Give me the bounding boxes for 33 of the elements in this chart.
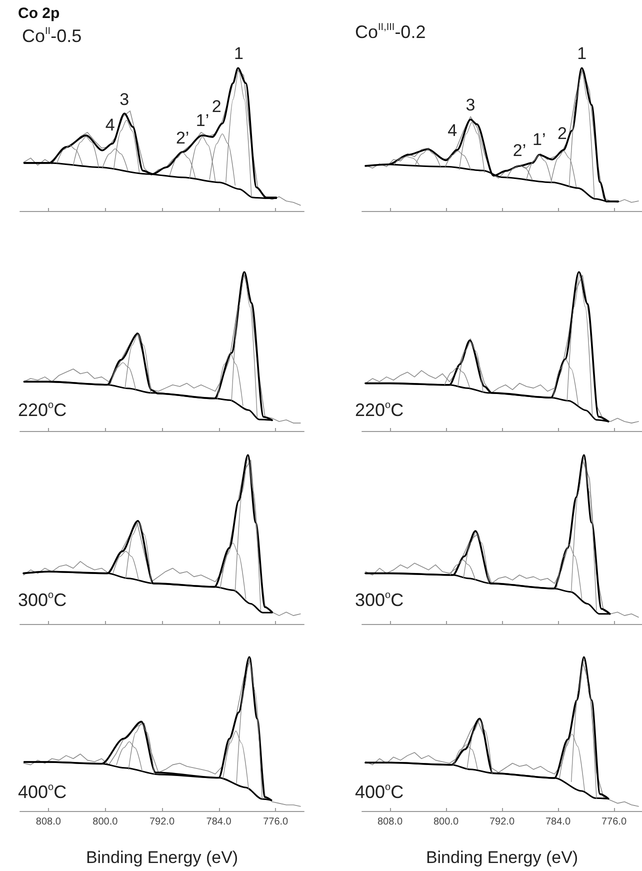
annotation: 4 (448, 121, 458, 140)
annotation: 1’ (196, 111, 210, 130)
annotation: 4 (105, 116, 115, 134)
x-axis-title: Binding Energy (eV) (86, 848, 238, 867)
text: 220$^{o}$C (355, 400, 404, 421)
x-tick-label: 808.0 (36, 816, 62, 828)
x-tick-label: 800.0 (433, 816, 459, 828)
x-tick-label: 784.0 (545, 816, 571, 828)
annotation: 2’ (176, 128, 190, 148)
annotation: 3 (466, 95, 476, 114)
annotation: 2 (557, 124, 567, 144)
x-tick-label: 792.0 (489, 816, 515, 828)
text: 400$^{o}$C (18, 782, 67, 803)
x-tick-label: 808.0 (377, 816, 403, 828)
annotation: 1 (577, 44, 587, 63)
annotation: 1 (234, 44, 244, 63)
annotation: 3 (120, 90, 130, 109)
annotation: 1’ (532, 130, 546, 149)
x-axis-title: Binding Energy (eV) (426, 848, 578, 867)
text: 220$^{o}$C (18, 400, 67, 421)
annotation: 2’ (512, 141, 526, 160)
text: 300$^{o}$C (355, 590, 404, 611)
x-tick-label: 776.0 (263, 816, 289, 828)
chart-title: Co 2p (18, 5, 60, 22)
chart-subtitle: Co$^{II,III}$-0.2 (355, 22, 426, 43)
chart-subtitle: Co$^{II}$-0.5 (22, 26, 82, 47)
annotation: 2 (212, 96, 222, 116)
x-tick-label: 776.0 (601, 816, 627, 828)
x-tick-label: 800.0 (92, 816, 118, 828)
x-tick-label: 784.0 (206, 816, 232, 828)
text: 300$^{o}$C (18, 590, 67, 611)
text: 400$^{o}$C (355, 782, 404, 803)
x-tick-label: 792.0 (149, 816, 175, 828)
